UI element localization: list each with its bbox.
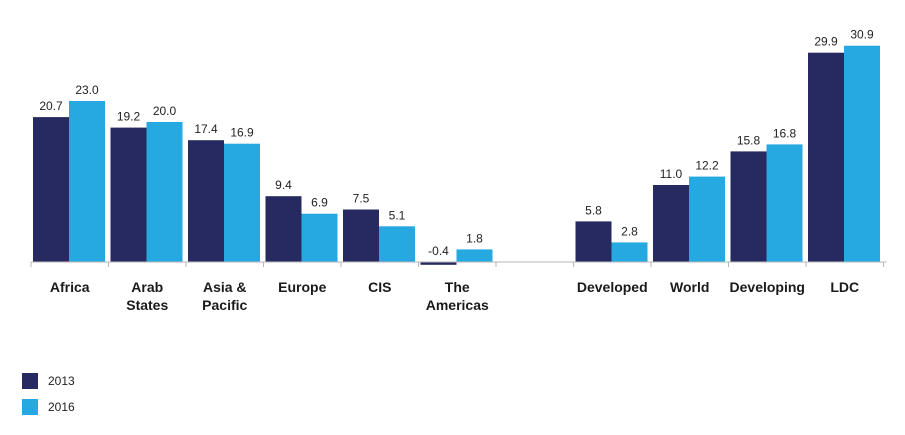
bar-2016-developed xyxy=(611,242,648,262)
bar-2016-world xyxy=(689,176,725,262)
bar-2016-the-americas xyxy=(456,249,493,262)
bar-2016-cis xyxy=(379,226,415,262)
bar-2016-asia-and-pacific xyxy=(224,143,260,262)
category-label-asia-and-pacific: Asia & Pacific xyxy=(202,279,247,313)
bar-2016-europe xyxy=(301,213,338,262)
value-label-2013-the-americas: -0.4 xyxy=(428,244,449,258)
legend-item-2016: 2016 xyxy=(22,394,75,420)
value-label-2013-developed: 5.8 xyxy=(585,203,602,217)
value-label-2013-cis: 7.5 xyxy=(353,192,370,206)
value-label-2013-world: 11.0 xyxy=(660,167,683,181)
legend-swatch-2013 xyxy=(22,373,38,389)
value-label-2013-arab-states: 19.2 xyxy=(117,110,141,124)
category-label-ldc: LDC xyxy=(830,279,859,295)
category-label-developing: Developing xyxy=(730,279,805,295)
value-label-2016-developed: 2.8 xyxy=(621,224,638,238)
bar-2016-africa xyxy=(69,101,105,262)
bar-2013-asia-and-pacific xyxy=(188,140,224,262)
legend-label-2016: 2016 xyxy=(48,400,75,414)
legend: 2013 2016 xyxy=(22,368,75,420)
value-label-2016-arab-states: 20.0 xyxy=(153,104,177,118)
value-label-2016-africa: 23.0 xyxy=(75,83,99,97)
category-label-cis: CIS xyxy=(368,279,391,295)
bar-2013-africa xyxy=(33,117,69,262)
bar-2013-developed xyxy=(575,221,612,262)
value-label-2013-ldc: 29.9 xyxy=(814,35,838,49)
x-axis-ticks-group xyxy=(30,262,884,267)
value-label-2016-developing: 16.8 xyxy=(773,126,797,140)
legend-label-2013: 2013 xyxy=(48,374,75,388)
bar-2013-developing xyxy=(730,151,767,262)
value-label-2016-asia-and-pacific: 16.9 xyxy=(230,126,254,140)
category-label-developed: Developed xyxy=(577,279,648,295)
bar-2013-world xyxy=(653,185,689,262)
bar-2016-arab-states xyxy=(146,122,183,262)
bar-2013-ldc xyxy=(808,52,844,263)
bar-2013-the-americas xyxy=(420,262,457,265)
value-label-2013-asia-and-pacific: 17.4 xyxy=(194,122,218,136)
value-label-2016-the-americas: 1.8 xyxy=(466,231,483,245)
category-labels-group: Africa Arab States Asia & Pacific Europe CIS Th… xyxy=(50,279,859,313)
category-label-world: World xyxy=(670,279,709,295)
legend-item-2013: 2013 xyxy=(22,368,75,394)
value-label-2013-europe: 9.4 xyxy=(275,178,292,192)
bar-2013-cis xyxy=(343,209,379,262)
value-label-2016-ldc: 30.9 xyxy=(850,28,874,42)
bar-2013-europe xyxy=(265,196,302,262)
category-label-the-americas: The Americas xyxy=(426,279,489,313)
value-label-2016-europe: 6.9 xyxy=(311,196,328,210)
value-label-2016-world: 12.2 xyxy=(695,159,719,173)
legend-swatch-2016 xyxy=(22,399,38,415)
category-label-arab-states: Arab States xyxy=(126,279,168,313)
bar-2016-ldc xyxy=(844,45,880,263)
category-label-africa: Africa xyxy=(50,279,90,295)
bar-2013-arab-states xyxy=(110,127,147,262)
value-labels-group: 20.7 23.0 19.2 20.0 17.4 16.9 9.4 6.9 7.5 5.1 -0.4… xyxy=(39,28,874,258)
category-label-europe: Europe xyxy=(278,279,326,295)
bars-group xyxy=(33,45,880,265)
bar-2016-developing xyxy=(766,144,803,262)
value-label-2013-africa: 20.7 xyxy=(39,99,63,113)
value-label-2013-developing: 15.8 xyxy=(737,133,761,147)
value-label-2016-cis: 5.1 xyxy=(389,208,406,222)
